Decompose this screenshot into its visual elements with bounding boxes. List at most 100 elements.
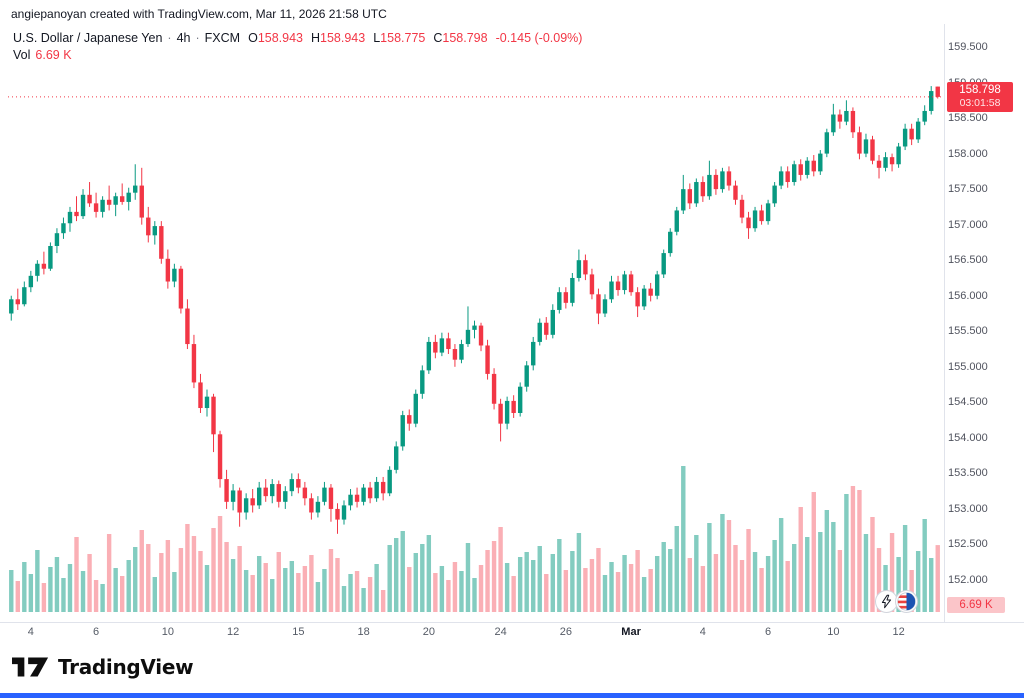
volume-bar [589, 559, 595, 612]
volume-bar [746, 529, 751, 612]
candle-body [204, 396, 210, 409]
candle-body [850, 110, 856, 133]
candle-body [602, 299, 608, 314]
volume-bar [791, 544, 797, 612]
candle-body [100, 199, 105, 212]
volume-bar [387, 545, 392, 612]
volume-bar [570, 551, 575, 612]
candle-body [87, 194, 92, 204]
candle-body [759, 210, 764, 222]
candle-body [752, 210, 758, 229]
volume-bar [609, 562, 614, 612]
candle-body [498, 403, 503, 424]
volume-bar [328, 549, 334, 612]
candle-body [870, 139, 875, 161]
volume-bar [583, 568, 588, 612]
time-tick-label: 26 [559, 626, 572, 638]
tradingview-logo[interactable]: TradingView [12, 655, 194, 679]
candle-body [380, 481, 386, 494]
volume-bar [61, 578, 66, 612]
volume-bar [831, 522, 836, 612]
candle-body [152, 226, 158, 236]
time-tick-label: 10 [161, 626, 174, 638]
candle-body [224, 479, 229, 502]
price-tick-label: 153.000 [948, 502, 988, 515]
time-axis[interactable]: 4 6 10 12 15 18 20 24 26 Mar 4 6 10 12 [0, 624, 944, 642]
volume-bar [694, 535, 699, 612]
volume-bar [576, 533, 582, 612]
candle-body [80, 194, 86, 217]
candle-body [446, 338, 451, 350]
candle-body [531, 341, 536, 366]
candle-body [589, 274, 595, 295]
volume-bar [739, 560, 745, 612]
volume-bar [661, 542, 666, 612]
candle-body [889, 157, 895, 165]
legend-row-symbol: U.S. Dollar / Japanese Yen · 4h · FXCM O… [13, 30, 582, 47]
volume-bar [563, 570, 569, 612]
candle-body [426, 341, 432, 371]
volume-bar [28, 574, 34, 612]
candle-body [289, 479, 295, 492]
candle-body [785, 171, 790, 183]
volume-bar [348, 574, 353, 612]
candle-body [48, 245, 53, 269]
volume-bar [374, 564, 379, 612]
volume-bar [504, 563, 510, 612]
candle-body [570, 277, 575, 303]
volume-bar [648, 569, 653, 612]
candle-body [433, 341, 438, 353]
candle-body [902, 128, 908, 147]
volume-bar [707, 523, 712, 612]
candle-body [276, 484, 281, 502]
volume-bar [394, 538, 399, 612]
candle-body [367, 487, 373, 499]
volume-bar [524, 552, 529, 612]
candle-body [191, 344, 197, 383]
volume-bar [217, 516, 223, 612]
price-tick-label: 153.500 [948, 467, 988, 480]
candle-body [178, 268, 184, 309]
volume-bar [113, 568, 118, 612]
price-axis[interactable]: 159.500159.000158.500158.000157.500157.0… [948, 0, 1018, 622]
volume-bar [818, 532, 823, 612]
candle-body [557, 292, 562, 310]
candle-body [909, 128, 914, 140]
candle-body [35, 263, 40, 276]
volume-bar [22, 562, 27, 612]
candle-body [641, 288, 647, 307]
candle-body [341, 505, 347, 520]
volume-bar [478, 565, 484, 612]
price-tick-label: 158.500 [948, 112, 988, 125]
market-flag-button[interactable] [895, 590, 918, 613]
volume-bar [237, 546, 242, 612]
volume-bar [439, 566, 445, 612]
price-tick-label: 152.500 [948, 538, 988, 551]
candle-body [765, 203, 771, 222]
price-tick-label: 154.000 [948, 431, 988, 444]
candle-body [896, 146, 901, 165]
volume-bar [256, 556, 262, 612]
volume-bar [74, 537, 79, 612]
volume-bar [935, 545, 940, 612]
interval-label[interactable]: 4h [176, 31, 191, 45]
candle-body [837, 114, 843, 122]
candle-body [615, 281, 621, 291]
volume-bar [531, 560, 536, 612]
symbol-title[interactable]: U.S. Dollar / Japanese Yen [13, 31, 163, 45]
volume-bar [485, 550, 490, 612]
candle-body [230, 490, 236, 502]
candle-body [472, 325, 477, 330]
price-tick-label: 155.000 [948, 360, 988, 373]
volume-bar [146, 544, 151, 612]
candle-body [844, 110, 849, 122]
bar-countdown: 03:01:58 [959, 96, 1001, 109]
volume-bar [361, 588, 366, 612]
candle-body [172, 268, 177, 282]
volume-bar [224, 542, 229, 612]
candle-body [139, 185, 144, 218]
candle-body [550, 309, 555, 335]
volume-bar [798, 507, 803, 612]
tradingview-logo-text: TradingView [58, 655, 194, 679]
